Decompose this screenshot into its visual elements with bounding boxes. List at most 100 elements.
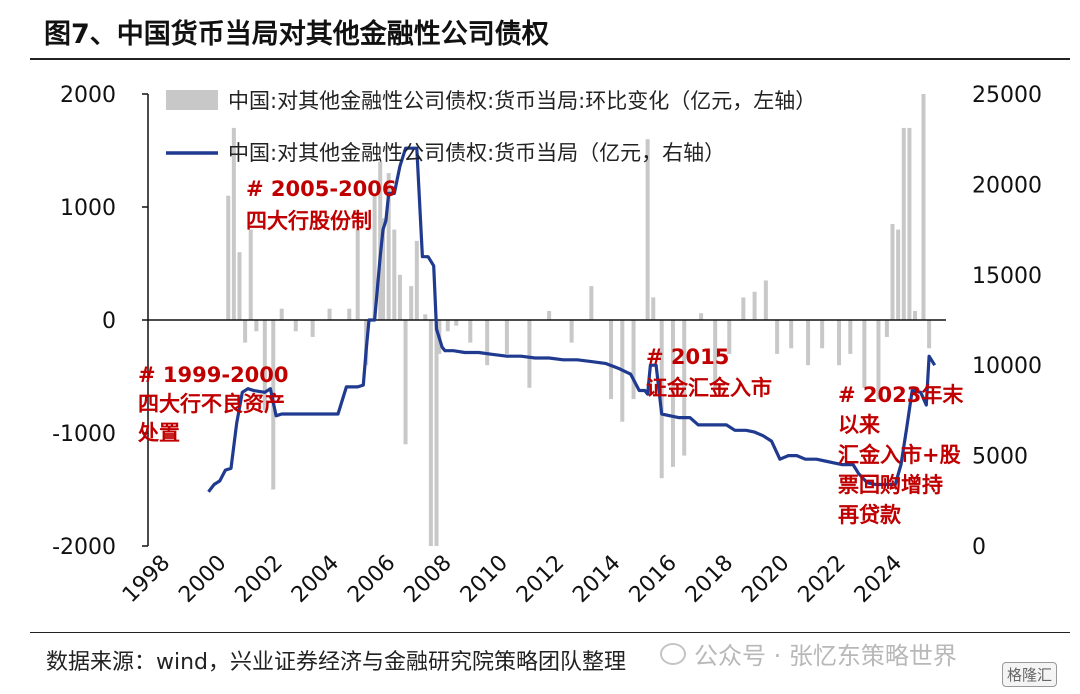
watermark-text: 公众号 · 张忆东策略世界: [694, 642, 957, 670]
x-tick-label: 2008: [399, 551, 456, 608]
x-tick-label: 2024: [850, 551, 907, 608]
bar-change: [645, 139, 650, 320]
left-tick-label: -2000: [52, 535, 116, 560]
bar-change: [262, 320, 267, 411]
bar-change: [921, 94, 926, 320]
annotation-text: # 2015: [646, 345, 729, 369]
left-tick-label: 1000: [60, 196, 116, 221]
legend-line-label: 中国:对其他金融性公司债权:货币当局（亿元，右轴）: [228, 141, 725, 165]
annotation-text: 证金汇金入市: [646, 376, 772, 400]
bar-change: [468, 320, 473, 343]
bar-change: [231, 127, 236, 321]
bar-change: [547, 310, 552, 320]
right-tick-label: 25000: [972, 83, 1042, 108]
bar-change: [378, 161, 383, 320]
bar-change: [727, 320, 732, 354]
bar-change: [485, 320, 490, 366]
bar-change: [907, 127, 912, 321]
right-tick-label: 15000: [972, 264, 1042, 289]
bar-change: [293, 320, 298, 332]
x-tick-label: 2014: [568, 551, 625, 608]
bar-change: [806, 320, 811, 366]
bar-change: [423, 314, 428, 320]
bar-change: [226, 195, 231, 320]
annotation-text: # 2005-2006: [246, 177, 397, 201]
figure-title: 图7、中国货币当局对其他金融性公司债权: [44, 19, 549, 50]
left-tick-label: -1000: [52, 422, 116, 447]
x-tick-label: 2000: [174, 551, 231, 608]
legend-bar-swatch: [166, 90, 218, 110]
bar-change: [392, 229, 397, 320]
bar-change: [454, 320, 459, 326]
bar-change: [434, 320, 439, 546]
bar-change: [504, 320, 509, 354]
x-tick-label: 2006: [343, 551, 400, 608]
x-tick-label: 2002: [231, 551, 288, 608]
x-tick-label: 2020: [737, 551, 794, 608]
footer-divider: [30, 632, 1070, 633]
bar-change: [659, 320, 664, 479]
bar-change: [372, 195, 377, 320]
x-tick-label: 2016: [625, 551, 682, 608]
bar-change: [775, 320, 780, 354]
source-note: 数据来源：wind，兴业证券经济与金融研究院策略团队整理: [46, 650, 627, 675]
bar-change: [927, 320, 932, 349]
bar-change: [670, 320, 675, 467]
bar-change: [445, 320, 450, 332]
bar-change: [741, 297, 746, 320]
bar-change: [609, 320, 614, 400]
annotation-text: 处置: [137, 421, 180, 445]
bar-change: [527, 320, 532, 388]
annotation-text: 四大行股份制: [246, 209, 372, 233]
left-tick-label: 2000: [60, 83, 116, 108]
right-tick-label: 5000: [972, 445, 1028, 470]
watermark: 公众号 · 张忆东策略世界: [660, 636, 957, 671]
publisher-badge: 格隆汇: [1002, 662, 1058, 687]
bar-change: [428, 320, 433, 546]
x-tick-label: 2022: [794, 551, 851, 608]
bar-change: [409, 286, 414, 320]
bar-change: [890, 223, 895, 320]
legend-bar-label: 中国:对其他金融性公司债权:货币当局:环比变化（亿元，左轴）: [228, 89, 816, 113]
x-tick-label: 2004: [287, 551, 344, 608]
bar-change: [848, 320, 853, 354]
bar-change: [243, 320, 248, 343]
bar-change: [355, 229, 360, 320]
bar-change: [414, 240, 419, 320]
annotation-text: 汇金入市+股: [838, 443, 961, 467]
bar-change: [651, 297, 656, 320]
right-tick-label: 10000: [972, 354, 1042, 379]
right-tick-label: 20000: [972, 173, 1042, 198]
bar-change: [752, 291, 757, 320]
annotation-text: # 2023年末: [838, 383, 964, 407]
bar-change: [403, 320, 408, 445]
right-tick-label: 0: [972, 535, 986, 560]
bar-change: [327, 308, 332, 320]
chart-canvas: 200010000-1000-2000250002000015000100005…: [52, 83, 1042, 608]
bar-change: [386, 173, 391, 320]
annotation-text: 以来: [838, 413, 881, 437]
bar-change: [876, 320, 881, 400]
bar-change: [713, 320, 718, 388]
bar-change: [884, 320, 889, 337]
bar-change: [589, 286, 594, 320]
annotation-text: # 1999-2000: [138, 363, 289, 387]
bar-change: [862, 320, 867, 388]
x-tick-label: 2018: [681, 551, 738, 608]
bar-change: [381, 218, 386, 320]
bar-change: [310, 320, 315, 337]
bar-change: [789, 320, 794, 349]
title-divider: [30, 58, 1070, 60]
bar-change: [763, 280, 768, 320]
bar-change: [820, 320, 825, 349]
annotation-text: 票回购增持: [838, 473, 943, 497]
bar-change: [254, 320, 259, 332]
x-tick-label: 2012: [512, 551, 569, 608]
bar-change: [699, 313, 704, 320]
bar-change: [682, 320, 687, 456]
bar-change: [896, 229, 901, 320]
bar-change: [837, 320, 842, 366]
bar-change: [901, 127, 906, 321]
bar-change: [631, 320, 636, 400]
bar-change: [913, 310, 918, 320]
